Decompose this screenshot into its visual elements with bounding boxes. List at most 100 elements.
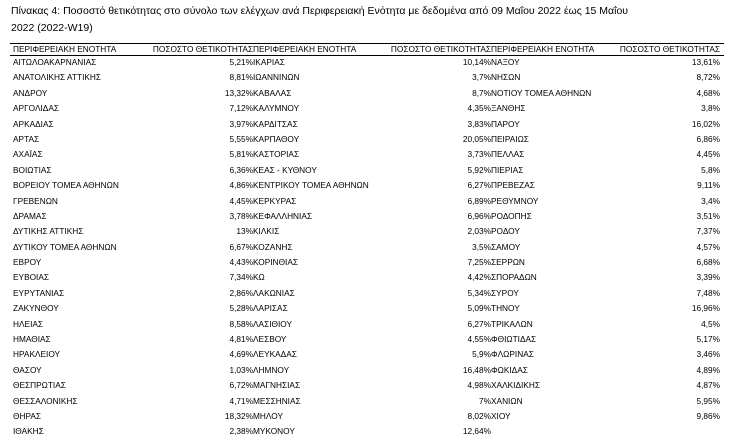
table-row: ΑΡΤΑΣ 5,55% (13, 132, 253, 147)
positivity-rate: 12,64% (462, 426, 491, 437)
table-row: ΧΙΟΥ 9,86% (491, 409, 720, 424)
positivity-rate: 4,71% (229, 395, 253, 406)
region-name: ΚΑΡΠΑΘΟΥ (253, 133, 300, 144)
table-row: ΕΒΡΟΥ 4,43% (13, 255, 253, 270)
positivity-rate: 2,03% (467, 226, 491, 237)
region-name: ΧΙΟΥ (491, 410, 511, 421)
region-name: ΚΕΑΣ - ΚΥΘΝΟΥ (253, 164, 317, 175)
region-name: ΒΟΙΩΤΙΑΣ (13, 164, 52, 175)
region-name: ΜΥΚΟΝΟΥ (253, 426, 295, 437)
header-bottom-rule (10, 55, 724, 56)
positivity-rate: 7,25% (467, 257, 491, 268)
positivity-rate: 6,96% (467, 210, 491, 221)
region-name: ΖΑΚΥΝΘΟΥ (13, 303, 59, 314)
positivity-rate: 16,96% (691, 303, 720, 314)
positivity-rate: 13% (236, 226, 253, 237)
region-name: ΑΡΓΟΛΙΔΑΣ (13, 103, 59, 114)
table-row: ΛΑΡΙΣΑΣ 5,09% (253, 301, 491, 316)
positivity-rate: 4,98% (467, 380, 491, 391)
table-header: ΠΕΡΙΦΕΡΕΙΑΚΗ ΕΝΟΤΗΤΑ ΠΟΣΟΣΤΟ ΘΕΤΙΚΟΤΗΤΑΣ (13, 44, 253, 55)
table-row: ΡΟΔΟΥ 7,37% (491, 224, 720, 239)
region-name: ΚΑΛΥΜΝΟΥ (253, 103, 300, 114)
region-name: ΑΝΔΡΟΥ (13, 87, 48, 98)
table-row: ΛΗΜΝΟΥ 16,48% (253, 363, 491, 378)
region-name: ΛΑΣΙΘΙΟΥ (253, 318, 292, 329)
positivity-rate: 3,83% (467, 118, 491, 129)
table-row: ΘΕΣΣΑΛΟΝΙΚΗΣ 4,71% (13, 394, 253, 409)
region-name: ΚΩ (253, 272, 265, 283)
table-row: ΚΕΑΣ - ΚΥΘΝΟΥ 5,92% (253, 163, 491, 178)
positivity-rate: 7% (479, 395, 491, 406)
table-row: ΑΝΔΡΟΥ 13,32% (13, 86, 253, 101)
table-row: ΣΠΟΡΑΔΩΝ 3,39% (491, 270, 720, 285)
positivity-rate: 6,27% (467, 180, 491, 191)
positivity-rate: 3,5% (472, 241, 491, 252)
table-row: ΔΥΤΙΚΗΣ ΑΤΤΙΚΗΣ 13% (13, 224, 253, 239)
region-name: ΦΛΩΡΙΝΑΣ (491, 349, 534, 360)
region-name: ΡΕΘΥΜΝΟΥ (491, 195, 539, 206)
header-positivity: ΠΟΣΟΣΤΟ ΘΕΤΙΚΟΤΗΤΑΣ (152, 44, 253, 54)
region-name: ΠΕΙΡΑΙΩΣ (491, 133, 529, 144)
region-name: ΝΑΞΟΥ (491, 57, 520, 67)
region-name: ΜΗΛΟΥ (253, 410, 283, 421)
region-name: ΔΡΑΜΑΣ (13, 210, 47, 221)
region-name: ΣΥΡΟΥ (491, 287, 519, 298)
region-name: ΧΑΛΚΙΔΙΚΗΣ (491, 380, 540, 391)
caption-line-2: 2022 (2022-W19) (11, 22, 93, 34)
positivity-rate: 3,8% (701, 103, 720, 114)
positivity-rate: 4,45% (696, 149, 720, 160)
table-row: ΤΗΝΟΥ 16,96% (491, 301, 720, 316)
positivity-rate: 3,51% (696, 210, 720, 221)
table-row: ΗΜΑΘΙΑΣ 4,81% (13, 332, 253, 347)
positivity-rate: 9,86% (696, 410, 720, 421)
region-name: ΑΡΚΑΔΙΑΣ (13, 118, 54, 129)
region-name: ΛΑΡΙΣΑΣ (253, 303, 288, 314)
region-name: ΑΡΤΑΣ (13, 133, 40, 144)
positivity-rate: 4,42% (467, 272, 491, 283)
region-name: ΠΡΕΒΕΖΑΣ (491, 180, 535, 191)
region-name: ΚΑΡΔΙΤΣΑΣ (253, 118, 298, 129)
table-row: ΤΡΙΚΑΛΩΝ 4,5% (491, 317, 720, 332)
table-row: ΦΛΩΡΙΝΑΣ 3,46% (491, 347, 720, 362)
region-name: ΦΘΙΩΤΙΔΑΣ (491, 334, 537, 345)
region-name: ΚΙΛΚΙΣ (253, 226, 280, 237)
region-name: ΛΗΜΝΟΥ (253, 364, 290, 375)
table-row: ΝΟΤΙΟΥ ΤΟΜΕΑ ΑΘΗΝΩΝ 4,68% (491, 86, 720, 101)
region-name: ΞΑΝΘΗΣ (491, 103, 526, 114)
region-name: ΝΟΤΙΟΥ ΤΟΜΕΑ ΑΘΗΝΩΝ (491, 87, 592, 98)
positivity-rate: 1,03% (229, 364, 253, 375)
region-name: ΠΙΕΡΙΑΣ (491, 164, 524, 175)
table-row: ΚΕΝΤΡΙΚΟΥ ΤΟΜΕΑ ΑΘΗΝΩΝ 6,27% (253, 178, 491, 193)
region-name: ΚΑΒΑΛΑΣ (253, 87, 292, 98)
region-name: ΦΩΚΙΔΑΣ (491, 364, 528, 375)
positivity-rate: 3,4% (701, 195, 720, 206)
table-row: ΦΘΙΩΤΙΔΑΣ 5,17% (491, 332, 720, 347)
table-row: ΝΑΞΟΥ 13,61% (491, 55, 720, 70)
positivity-rate: 6,36% (229, 164, 253, 175)
region-name: ΠΑΡΟΥ (491, 118, 520, 129)
table-row: ΑΧΑΪΑΣ 5,81% (13, 147, 253, 162)
table-row: ΒΟΡΕΙΟΥ ΤΟΜΕΑ ΑΘΗΝΩΝ 4,86% (13, 178, 253, 193)
positivity-rate: 5,92% (467, 164, 491, 175)
table-row: ΘΗΡΑΣ 18,32% (13, 409, 253, 424)
positivity-rate: 9,11% (697, 180, 720, 191)
positivity-rate: 3,39% (696, 272, 720, 283)
region-name: ΜΕΣΣΗΝΙΑΣ (253, 395, 301, 406)
positivity-rate: 5,81% (229, 149, 253, 160)
positivity-rate: 3,7% (472, 72, 491, 83)
positivity-rate: 6,67% (229, 241, 253, 252)
positivity-rate: 7,48% (696, 287, 720, 298)
table-row: ΚΑΣΤΟΡΙΑΣ 3,73% (253, 147, 491, 162)
table-row: ΙΚΑΡΙΑΣ 10,14% (253, 55, 491, 70)
positivity-rate: 6,27% (467, 318, 491, 329)
positivity-rate: 16,48% (462, 364, 491, 375)
region-name: ΗΛΕΙΑΣ (13, 318, 44, 329)
table-row: ΘΕΣΠΡΩΤΙΑΣ 6,72% (13, 378, 253, 393)
region-name: ΝΗΣΩΝ (491, 72, 521, 83)
positivity-rate: 4,45% (229, 195, 253, 206)
positivity-rate: 5,17% (696, 334, 720, 345)
region-name: ΘΕΣΠΡΩΤΙΑΣ (13, 380, 66, 391)
region-name: ΣΠΟΡΑΔΩΝ (491, 272, 537, 283)
region-name: ΛΕΥΚΑΔΑΣ (253, 349, 297, 360)
table-header: ΠΕΡΙΦΕΡΕΙΑΚΗ ΕΝΟΤΗΤΑ ΠΟΣΟΣΤΟ ΘΕΤΙΚΟΤΗΤΑΣ (253, 44, 491, 55)
